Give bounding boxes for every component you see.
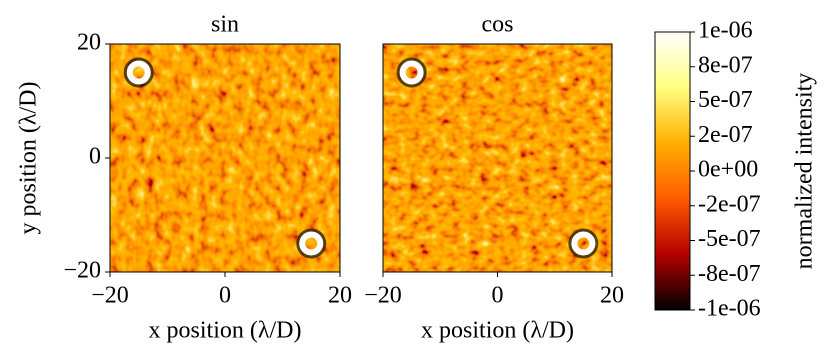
colorbar-tick-label: -8e-07 xyxy=(698,261,761,287)
x-axis-label: x position (λ/D) xyxy=(421,318,574,344)
y-tick-label: −20 xyxy=(63,258,101,284)
colorbar-tick-label: 5e-07 xyxy=(698,87,753,113)
colorbar-label: normalized intensity xyxy=(792,73,818,270)
bright-ring xyxy=(296,228,327,259)
panel-title: cos xyxy=(482,12,514,38)
x-tick-label: 0 xyxy=(492,283,504,309)
x-tick-label: 0 xyxy=(219,283,231,309)
colorbar-tick-label: -2e-07 xyxy=(698,191,761,217)
x-tick-label: −20 xyxy=(364,283,402,309)
panel-title: sin xyxy=(211,12,239,38)
colorbar-tick-label: 8e-07 xyxy=(698,52,753,78)
colorbar-tick-label: 1e-06 xyxy=(698,18,753,44)
x-tick-label: −20 xyxy=(91,283,129,309)
colorbar xyxy=(654,31,691,311)
bright-ring xyxy=(396,57,427,88)
x-axis-label: x position (λ/D) xyxy=(149,318,302,344)
y-axis-label: y position (λ/D) xyxy=(16,82,42,235)
bright-spot xyxy=(126,60,151,85)
colorbar-tick-label: -5e-07 xyxy=(698,226,761,252)
bright-spot xyxy=(399,60,424,85)
y-tick-label: 20 xyxy=(77,30,101,56)
colorbar-tick-label: 2e-07 xyxy=(698,122,753,148)
x-tick-label: 20 xyxy=(328,283,352,309)
y-tick-label: 0 xyxy=(89,144,101,170)
colorbar-tick-label: 0e+00 xyxy=(698,157,758,183)
colorbar-tick-label: -1e-06 xyxy=(698,296,761,322)
x-tick-label: 20 xyxy=(600,283,624,309)
bright-ring xyxy=(568,228,599,259)
bright-spot xyxy=(299,231,324,256)
bright-spot xyxy=(571,231,596,256)
bright-ring xyxy=(123,57,154,88)
